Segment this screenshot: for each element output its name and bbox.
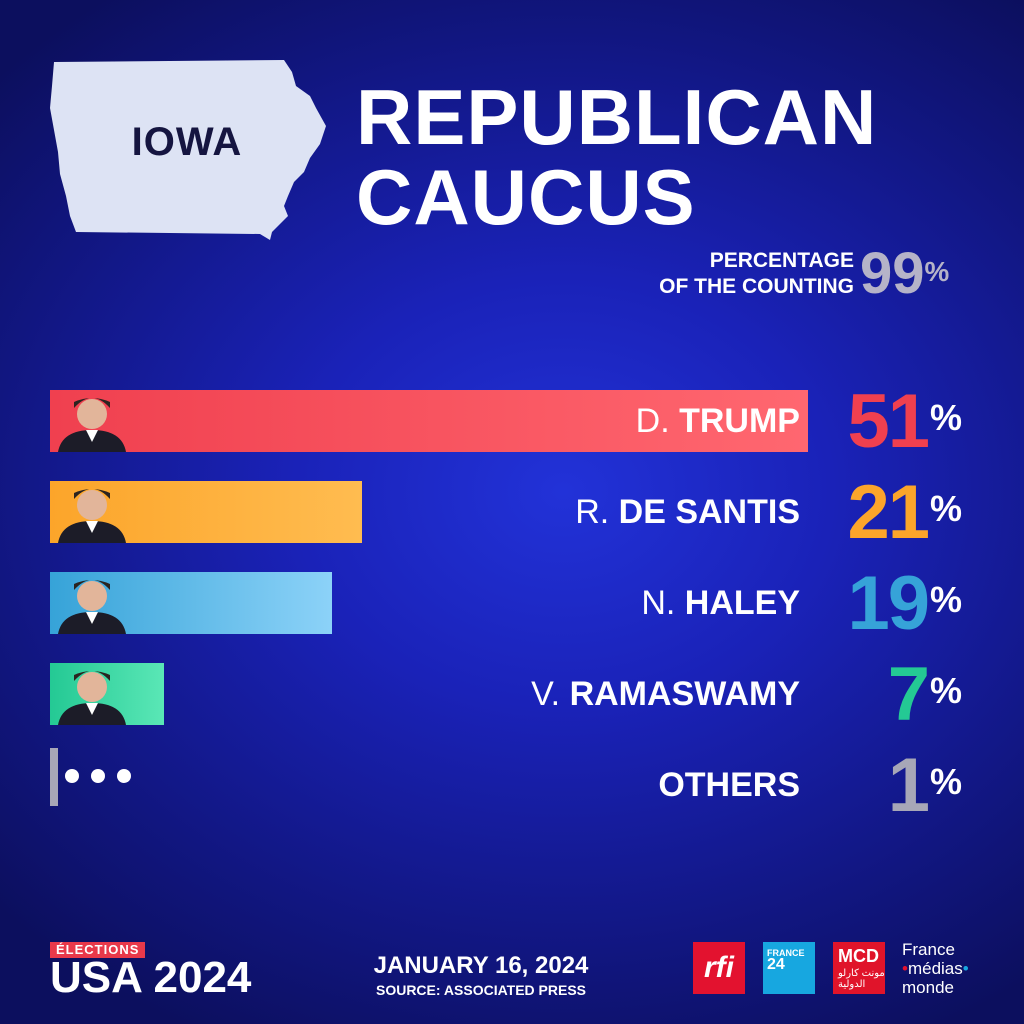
fmm-line-1: France <box>902 940 955 959</box>
ellipsis-icon <box>64 756 136 801</box>
mcd-logo-subtext: مونت كارلو الدولية <box>838 968 885 990</box>
data-label-unit: % <box>929 670 962 711</box>
candidate-name-label: R. DE SANTIS <box>575 492 800 532</box>
france24-logo-top: FRANCE <box>767 948 805 958</box>
data-label: 1% <box>822 748 962 824</box>
data-label-value: 1 <box>887 743 930 828</box>
fmm-line-3: monde <box>902 978 954 997</box>
iowa-outline-shape <box>50 60 326 240</box>
candidate-name-label: V. RAMASWAMY <box>531 674 800 714</box>
fmm-dot-icon: • <box>902 959 908 978</box>
elections-brand: USA 2024 <box>50 956 251 1000</box>
candidate-portrait-icon <box>52 572 132 634</box>
data-label: 19% <box>822 566 962 642</box>
candidate-portrait-icon <box>52 663 132 725</box>
page-title-line-2: CAUCUS <box>356 153 696 241</box>
data-label-unit: % <box>929 761 962 802</box>
candidate-initial: N. <box>641 584 685 622</box>
data-label-unit: % <box>929 579 962 620</box>
counting-label-line-2: OF THE COUNTING <box>659 275 854 298</box>
bar-1 <box>50 390 808 452</box>
candidate-name-label: OTHERS <box>658 765 800 805</box>
bar-5 <box>50 748 58 806</box>
mcd-logo-text: MCD <box>838 946 879 966</box>
elections-brand-usa: USA <box>50 953 142 1002</box>
candidate-name-label: D. TRUMP <box>636 401 800 441</box>
page-title-line-1: REPUBLICAN <box>356 73 878 161</box>
data-label: 21% <box>822 475 962 551</box>
counting-label: PERCENTAGE OF THE COUNTING <box>590 248 854 300</box>
counting-value-unit: % <box>924 256 950 287</box>
elections-tag: ÉLECTIONS <box>50 942 146 958</box>
counting-label-line-1: PERCENTAGE <box>709 249 854 272</box>
candidate-initial: R. <box>575 493 619 531</box>
france24-logo: FRANCE 24 <box>763 942 815 994</box>
data-label-unit: % <box>929 488 962 529</box>
candidate-portrait-icon <box>52 481 132 543</box>
state-name-label: IOWA <box>131 120 243 164</box>
candidate-surname: OTHERS <box>658 766 800 804</box>
fmm-dot-icon-2: • <box>962 959 969 978</box>
rfi-logo: rfi <box>693 942 745 994</box>
france24-logo-bottom: 24 <box>767 956 785 973</box>
candidate-portrait-icon <box>52 390 132 452</box>
candidate-surname: DE SANTIS <box>618 493 800 531</box>
france-medias-monde-logo: France •médias• monde <box>902 940 969 997</box>
data-label-value: 7 <box>887 652 930 737</box>
footer-date: JANUARY 16, 2024 <box>373 952 589 979</box>
candidate-surname: RAMASWAMY <box>569 675 800 713</box>
data-label: 51% <box>822 384 962 460</box>
data-label-value: 51 <box>847 379 930 464</box>
counting-value: 99% <box>860 244 949 304</box>
candidate-initial: D. <box>635 402 680 440</box>
mcd-logo: MCD مونت كارلو الدولية <box>833 942 885 994</box>
data-label-unit: % <box>929 397 962 438</box>
candidate-surname: TRUMP <box>679 402 800 440</box>
iowa-state-map <box>50 60 326 240</box>
data-label-value: 19 <box>847 561 930 646</box>
candidate-surname: HALEY <box>684 584 800 622</box>
data-label: 7% <box>822 657 962 733</box>
data-label-value: 21 <box>847 470 930 555</box>
candidate-name-label: N. HALEY <box>641 583 800 623</box>
counting-value-number: 99 <box>860 241 925 306</box>
footer-source: SOURCE: ASSOCIATED PRESS <box>375 982 587 998</box>
candidate-initial: V. <box>531 675 570 713</box>
fmm-line-2: médias <box>907 959 963 978</box>
elections-brand-year: 2024 <box>153 953 252 1002</box>
